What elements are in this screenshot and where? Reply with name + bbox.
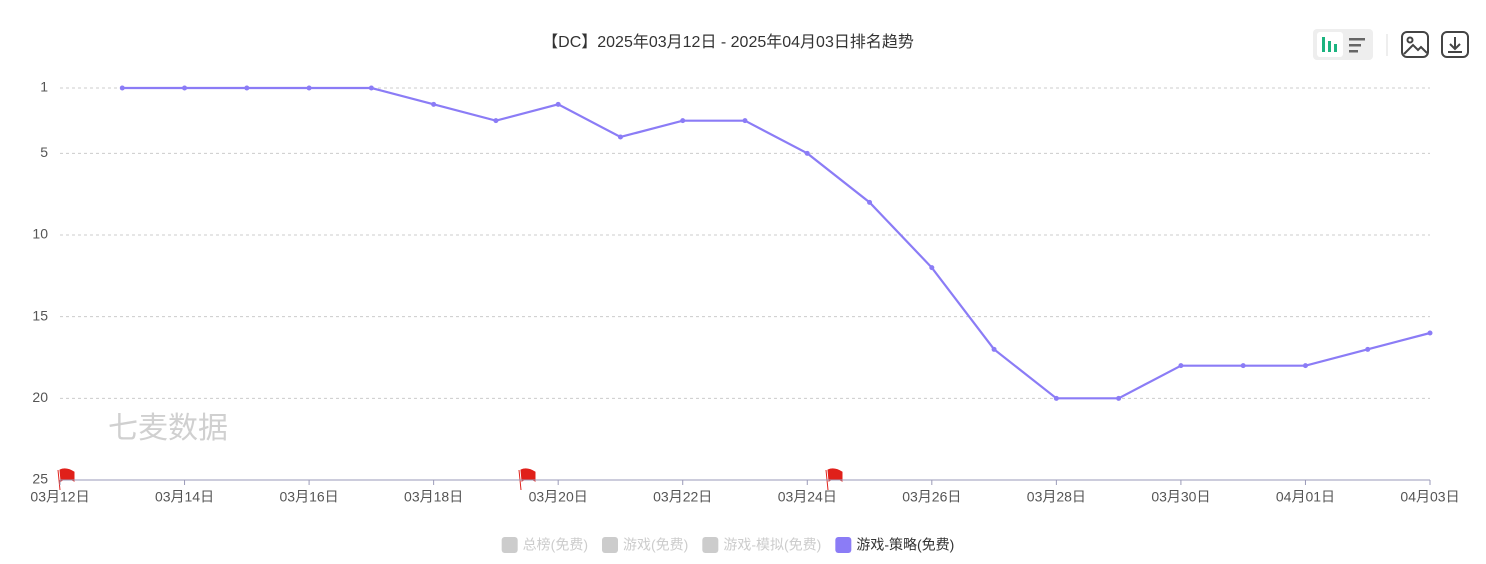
data-point	[244, 85, 250, 91]
legend-item[interactable]: 总榜(免费)	[501, 537, 588, 553]
legend-item[interactable]: 游戏-模拟(免费)	[702, 537, 821, 553]
data-point	[617, 134, 623, 140]
legend-swatch	[602, 537, 618, 553]
data-point	[368, 85, 374, 91]
chart-title: 【DC】2025年03月12日 - 2025年04月03日排名趋势	[542, 33, 914, 51]
data-point	[680, 118, 686, 124]
legend-swatch	[501, 537, 518, 553]
y-tick-label: 25	[32, 471, 48, 487]
legend-label: 游戏-策略(免费)	[856, 537, 954, 553]
x-tick-label: 04月01日	[1276, 489, 1335, 505]
data-point	[555, 101, 561, 107]
x-tick-label: 03月24日	[778, 489, 837, 505]
legend-swatch	[702, 537, 719, 553]
data-point	[182, 85, 188, 91]
y-tick-label: 15	[32, 307, 48, 323]
series-line	[122, 86, 1431, 400]
list-view-icon[interactable]	[1349, 38, 1365, 53]
data-point	[1302, 363, 1308, 369]
data-point	[1178, 363, 1184, 369]
data-point	[431, 101, 437, 107]
legend: 总榜(免费) 游戏(免费) 游戏-模拟(免费) 游戏-策略(免费)	[501, 537, 954, 553]
data-point	[1365, 346, 1371, 352]
legend-label: 总榜(免费)	[523, 537, 588, 553]
data-point	[1053, 395, 1059, 401]
x-tick-label: 03月30日	[1151, 489, 1210, 505]
x-tick-label: 03月26日	[902, 489, 961, 505]
legend-label: 游戏(免费)	[623, 537, 688, 553]
data-point	[1116, 395, 1122, 401]
data-point	[742, 118, 748, 124]
legend-swatch	[835, 537, 852, 553]
event-flag[interactable]	[57, 468, 75, 491]
event-flag[interactable]	[518, 468, 536, 491]
x-tick-label: 03月20日	[529, 489, 588, 505]
x-tick-label: 03月16日	[280, 489, 339, 505]
legend-item[interactable]: 游戏(免费)	[602, 537, 688, 553]
data-point	[1240, 363, 1246, 369]
data-point	[929, 265, 935, 271]
data-point	[493, 118, 499, 124]
data-point	[804, 150, 810, 156]
toolbar	[1313, 29, 1469, 60]
data-point	[306, 85, 312, 91]
x-tick-label: 03月14日	[155, 489, 214, 505]
chart-view-icon	[1322, 37, 1337, 52]
x-tick-label: 03月18日	[404, 489, 463, 505]
x-tick-label: 03月22日	[653, 489, 712, 505]
legend-label: 游戏-模拟(免费)	[723, 537, 821, 553]
y-tick-label: 20	[32, 389, 48, 405]
x-tick-label: 03月28日	[1027, 489, 1086, 505]
download-button[interactable]	[1441, 31, 1469, 58]
data-point	[119, 85, 125, 91]
legend-item[interactable]: 游戏-策略(免费)	[835, 537, 954, 553]
y-tick-label: 10	[32, 226, 48, 242]
data-point	[991, 346, 997, 352]
data-point	[867, 199, 873, 205]
event-flags	[57, 468, 843, 491]
watermark: 七麦数据	[108, 412, 228, 445]
y-tick-label: 1	[40, 79, 48, 95]
image-button[interactable]	[1401, 31, 1429, 58]
data-point	[1427, 330, 1433, 336]
x-tick-label: 04月03日	[1400, 489, 1459, 505]
event-flag[interactable]	[825, 468, 843, 491]
y-tick-label: 5	[40, 144, 48, 160]
x-tick-label: 03月12日	[30, 489, 89, 505]
